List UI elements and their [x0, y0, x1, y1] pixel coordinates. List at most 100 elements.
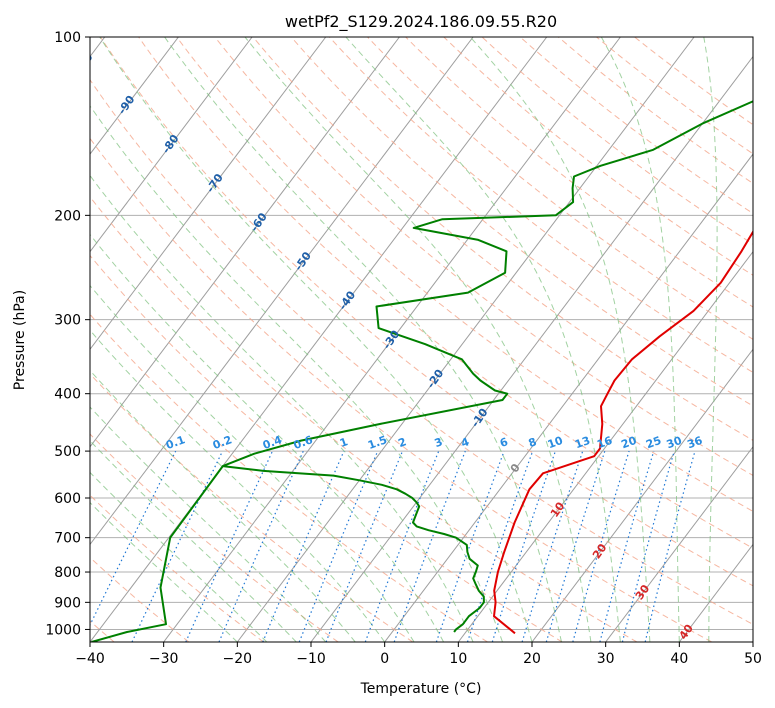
x-tick-label: 0 [380, 651, 389, 667]
moist-adiabat-line [90, 174, 474, 642]
moist-adiabat-line [703, 37, 718, 642]
moist-adiabat-line [90, 284, 415, 642]
moist-adiabat-line [600, 37, 680, 642]
mixing-ratio-line [325, 450, 404, 642]
x-tick-label: 50 [744, 651, 762, 667]
moist-adiabat-line [90, 233, 445, 642]
dry-adiabat-line [443, 37, 753, 276]
moist-adiabat-line [90, 440, 297, 642]
isotherm-line [163, 37, 621, 642]
dry-adiabat-line [90, 254, 563, 642]
isotherm-line [90, 37, 400, 448]
mixing-ratio-label: 2 [397, 435, 409, 450]
mixing-ratio-line [491, 450, 556, 642]
chart-title: wetPf2_S129.2024.186.09.55.R20 [285, 12, 557, 32]
moist-adiabat-line [90, 105, 503, 642]
isotherm-label: -60 [248, 210, 270, 234]
x-tick-label: 20 [523, 651, 541, 667]
x-axis-label: Temperature (°C) [360, 681, 482, 697]
dry-adiabat-line [290, 37, 753, 407]
dry-adiabat-line [90, 196, 638, 642]
isotherm-line [531, 348, 753, 642]
mixing-ratio-line [521, 450, 584, 642]
mixing-ratio-label: 0.6 [292, 433, 315, 452]
dry-adiabat-line [90, 78, 753, 625]
series-layer [91, 100, 753, 642]
mixing-ratio-label: 10 [546, 434, 565, 452]
moist-adiabat-line [244, 37, 592, 642]
mixing-ratio-line [599, 450, 655, 642]
x-tick-label: 40 [670, 651, 688, 667]
dry-adiabat-line [214, 37, 753, 477]
isotherm-line [457, 250, 753, 642]
tick-layer: −40 −30 −20 −10 0 10 20 30 40 5010020030040050060… [45, 30, 762, 667]
lower-dewpoint-profile-line [222, 465, 485, 633]
x-tick-label: 10 [449, 651, 467, 667]
mixing-ratio-line [262, 450, 345, 642]
x-tick-label: −20 [223, 651, 253, 667]
dry-adiabat-line [481, 37, 753, 245]
mixing-ratio-line [90, 450, 177, 627]
dry-adiabat-line [90, 373, 414, 642]
dry-adiabat-line [367, 37, 753, 340]
mixing-ratio-line [545, 450, 606, 642]
moist-adiabat-line [90, 501, 238, 642]
dry-adiabat-line [90, 137, 712, 642]
moist-adiabat-line [90, 406, 327, 642]
isotherm-label: 0 [508, 461, 523, 475]
isotherm-label: -90 [115, 93, 137, 117]
dry-adiabat-line [519, 37, 753, 215]
y-tick-label: 200 [54, 208, 81, 224]
mixing-ratio-label: 1 [338, 435, 350, 450]
x-tick-label: 30 [597, 651, 615, 667]
isotherm-line [90, 37, 474, 546]
isotherm-line [752, 641, 753, 642]
dry-adiabat-line [329, 37, 753, 373]
dry-adiabat-line [90, 556, 190, 642]
x-tick-label: −10 [296, 651, 326, 667]
isotherm-label: -50 [292, 249, 314, 273]
y-tick-label: 400 [54, 387, 81, 403]
mixing-ratio-label: 13 [573, 434, 592, 451]
mixing-ratio-label: 1.5 [366, 433, 389, 452]
mixing-ratio-line [364, 450, 440, 642]
mixing-ratio-label: 25 [644, 434, 663, 451]
moist-adiabat-line [90, 369, 356, 642]
moist-adiabat-line [99, 37, 533, 642]
dry-adiabat-line [252, 37, 753, 441]
dry-adiabat-line [405, 37, 753, 308]
isotherm-label: -70 [204, 171, 226, 195]
isotherm-line [90, 37, 253, 253]
isotherm-label: -100 [69, 51, 96, 81]
moist-adiabat-line [90, 329, 386, 642]
isotherm-label: -10 [469, 406, 491, 430]
isotherm-line [605, 446, 753, 642]
dry-adiabat-line [90, 433, 339, 642]
isotherm-label: -20 [424, 367, 446, 391]
mixing-ratio-label: 8 [527, 435, 539, 450]
isotherm-line [384, 153, 753, 642]
dry-adiabat-line [138, 37, 753, 549]
y-tick-label: 600 [54, 491, 81, 507]
dewpoint-profile-line [91, 100, 753, 642]
isotherm-label: 20 [590, 541, 610, 561]
x-tick-label: −40 [75, 651, 105, 667]
mixing-ratio-label: 30 [665, 434, 684, 452]
y-tick-label: 800 [54, 565, 81, 581]
moist-adiabat-line [469, 37, 651, 642]
mixing-ratio-line [298, 450, 379, 642]
moist-adiabat-line [164, 37, 562, 642]
mixing-ratio-line [185, 450, 274, 642]
isotherm-line [90, 37, 548, 642]
mixing-ratio-label: 36 [685, 434, 704, 452]
dry-adiabat-line [99, 37, 753, 587]
isotherm-label: 10 [548, 499, 568, 519]
dry-adiabat-line [90, 313, 488, 642]
isotherm-line [90, 37, 179, 155]
mixing-ratio-label: 6 [498, 435, 510, 450]
isotherm-label: -40 [336, 288, 358, 312]
mixing-ratio-line [393, 450, 466, 642]
mixing-ratio-label: 20 [620, 434, 639, 452]
moist-adiabat-line [345, 37, 621, 642]
y-tick-label: 300 [54, 313, 81, 329]
